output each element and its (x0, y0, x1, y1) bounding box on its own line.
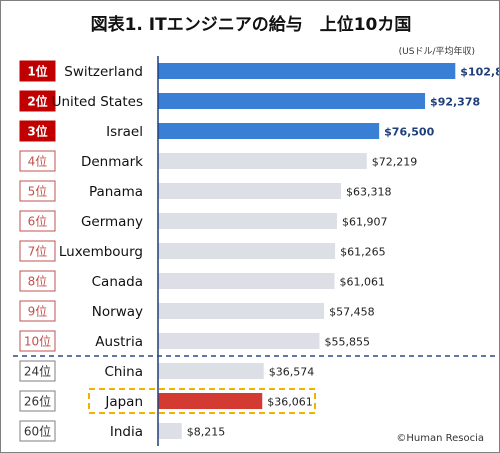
country-label: Luxembourg (59, 244, 143, 260)
rank-badge (19, 420, 56, 442)
country-label: India (110, 424, 143, 440)
rank-badge (19, 300, 56, 322)
country-label: China (104, 364, 143, 380)
rank-label: 6位 (28, 214, 48, 229)
country-label: Denmark (81, 154, 143, 170)
bar-japan (158, 393, 263, 409)
rank-badge (19, 60, 56, 82)
rank-badge (19, 240, 56, 262)
country-label: Canada (92, 274, 143, 290)
value-label: $57,458 (329, 306, 375, 319)
rank-label: 3位 (27, 124, 47, 139)
copyright-text: ©Human Resocia (396, 433, 484, 444)
country-label: Israel (106, 124, 143, 140)
bar-germany (158, 213, 337, 229)
rank-badge (19, 360, 56, 382)
country-label: United States (52, 94, 143, 110)
value-label: $55,855 (324, 336, 370, 349)
bar-canada (158, 273, 335, 289)
rank-label: 8位 (28, 274, 48, 289)
country-label: Japan (104, 394, 143, 410)
bar-united-states (158, 93, 426, 109)
rank-label: 60位 (24, 424, 51, 439)
rank-label: 10位 (24, 334, 51, 349)
value-label: $8,215 (187, 426, 226, 439)
value-label: $61,265 (340, 246, 386, 259)
rank-label: 7位 (28, 244, 48, 259)
value-label: $76,500 (384, 126, 434, 139)
country-label: Switzerland (64, 64, 143, 80)
bar-israel (158, 123, 380, 139)
value-label: $92,378 (430, 96, 480, 109)
value-label: $72,219 (372, 156, 418, 169)
rank-label: 5位 (28, 184, 48, 199)
chart-title: 図表1. ITエンジニアの給与 上位10カ国 (91, 14, 412, 35)
country-label: Austria (95, 334, 143, 350)
rank-badge (19, 150, 56, 172)
rank-badge (19, 330, 56, 352)
value-label: $61,061 (340, 276, 386, 289)
rank-label: 24位 (24, 364, 51, 379)
rank-badge (19, 210, 56, 232)
rank-label: 2位 (27, 94, 47, 109)
value-label: $63,318 (346, 186, 392, 199)
value-label: $36,574 (269, 366, 315, 379)
value-label: $61,907 (342, 216, 388, 229)
bar-panama (158, 183, 342, 199)
value-label: $102,839 (460, 66, 500, 79)
country-label: Panama (89, 184, 143, 200)
rows-group: 1位 Switzerland $102,839 2位 United States $92,… (13, 56, 500, 446)
country-label: Norway (92, 304, 143, 320)
rank-badge (19, 180, 56, 202)
bar-luxembourg (158, 243, 336, 259)
country-label: Germany (81, 214, 143, 230)
bar-austria (158, 333, 320, 349)
unit-note: (USドル/平均年収) (399, 45, 475, 57)
bar-denmark (158, 153, 367, 169)
rank-badge (19, 90, 56, 112)
rank-badge (19, 270, 56, 292)
bar-switzerland (158, 63, 456, 79)
bar-china (158, 363, 264, 379)
rank-label: 4位 (28, 154, 48, 169)
rank-label: 26位 (24, 394, 51, 409)
bar-norway (158, 303, 325, 319)
highlight-box (88, 388, 316, 414)
bar-india (158, 423, 182, 439)
rank-label: 1位 (27, 64, 47, 79)
rank-label: 9位 (28, 304, 48, 319)
rank-badge (19, 390, 56, 412)
rank-badge (19, 120, 56, 142)
value-label: $36,061 (267, 396, 313, 409)
